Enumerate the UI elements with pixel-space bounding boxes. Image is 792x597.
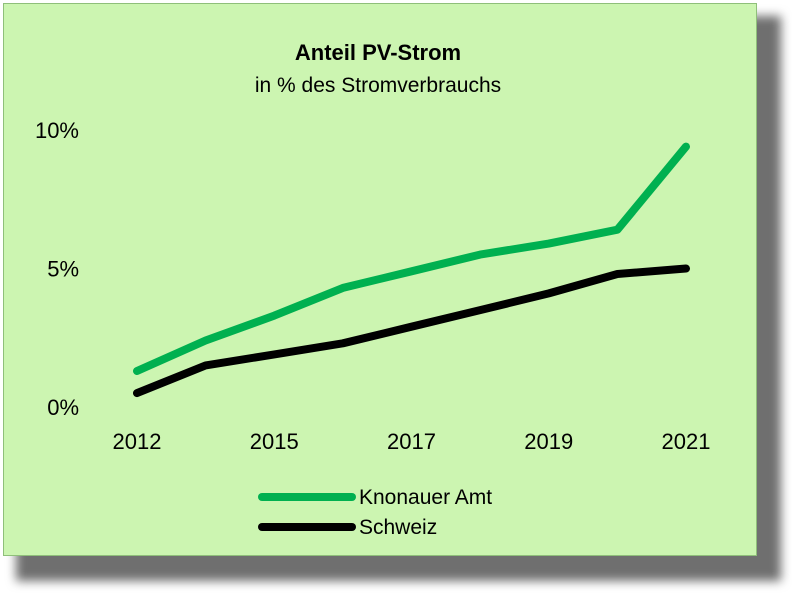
y-tick-label: 10%	[35, 118, 79, 143]
y-tick-label: 0%	[47, 395, 79, 420]
legend-label: Knonauer Amt	[359, 486, 492, 509]
chart-subtitle: in % des Stromverbrauchs	[255, 74, 501, 97]
series-line-schweiz	[133, 264, 690, 398]
chart-title: Anteil PV-Strom	[295, 40, 461, 65]
y-axis-ticks: 0% 5% 10%	[35, 118, 79, 420]
x-axis-ticks: 2012 2015 2017 2019 2021	[113, 429, 711, 454]
x-tick-label: 2015	[250, 429, 299, 454]
x-tick-label: 2021	[662, 429, 711, 454]
series-lines	[133, 142, 690, 398]
x-tick-label: 2017	[387, 429, 436, 454]
legend-label: Schweiz	[359, 516, 437, 539]
x-tick-label: 2012	[113, 429, 162, 454]
legend: Knonauer Amt Schweiz	[258, 486, 492, 539]
x-tick-label: 2019	[524, 429, 573, 454]
y-tick-label: 5%	[47, 257, 79, 282]
series-line-knonauer-amt	[133, 142, 690, 375]
